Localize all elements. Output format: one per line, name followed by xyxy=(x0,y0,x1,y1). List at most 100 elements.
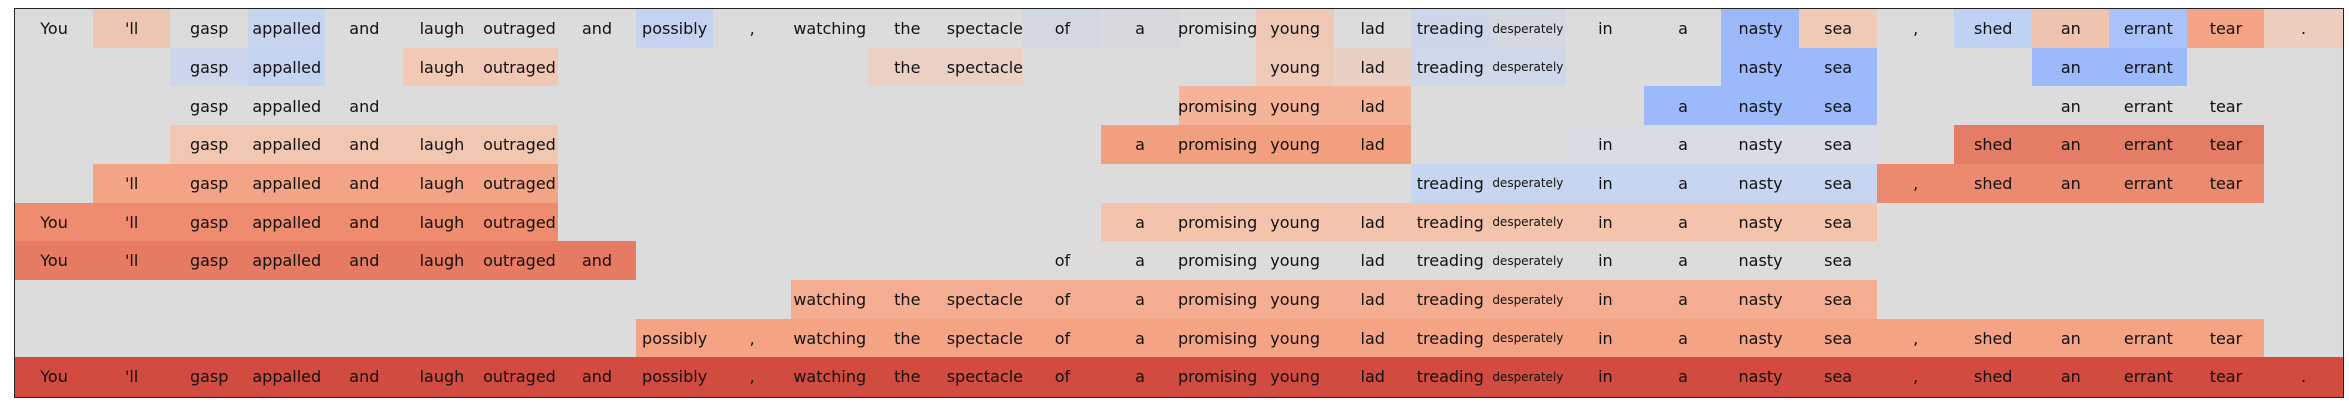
token-cell xyxy=(15,125,94,165)
token-cell: laugh xyxy=(402,47,481,87)
token-cell: desperately xyxy=(1488,279,1567,320)
token-cell: appalled xyxy=(247,86,326,126)
token-cell: and xyxy=(325,357,404,397)
token-cell: gasp xyxy=(170,125,249,165)
token-cell xyxy=(1023,202,1102,242)
token-cell: lad xyxy=(1333,202,1412,242)
token-cell xyxy=(713,163,792,204)
token-cell xyxy=(790,163,869,204)
token-cell: a xyxy=(1100,9,1180,49)
token-cell: an xyxy=(2031,125,2110,165)
token-cell: spectacle xyxy=(945,47,1024,87)
token-cell: a xyxy=(1643,279,1723,320)
token-cell: sea xyxy=(1799,9,1878,49)
token-cell xyxy=(1954,279,2033,320)
token-cell: lad xyxy=(1333,279,1412,320)
token-cell: tear xyxy=(2186,318,2266,358)
token-cell xyxy=(1100,47,1180,87)
token-cell: possibly xyxy=(635,357,714,397)
token-cell: nasty xyxy=(1721,9,1800,49)
token-cell: You xyxy=(15,357,94,397)
token-cell: , xyxy=(1876,357,1955,397)
token-cell: of xyxy=(1023,279,1102,320)
token-cell: watching xyxy=(790,279,869,320)
token-cell: an xyxy=(2031,9,2110,49)
token-cell xyxy=(2264,318,2343,358)
token-cell xyxy=(945,125,1024,165)
token-cell: , xyxy=(713,318,792,358)
token-cell: the xyxy=(868,357,947,397)
token-cell: nasty xyxy=(1721,86,1800,126)
token-cell: promising xyxy=(1178,202,1257,242)
token-cell xyxy=(1178,47,1257,87)
token-cell: lad xyxy=(1333,47,1412,87)
token-cell xyxy=(1876,241,1955,281)
token-cell: treading xyxy=(1411,318,1490,358)
token-cell xyxy=(945,241,1024,281)
token-cell: gasp xyxy=(170,86,249,126)
token-cell xyxy=(868,241,947,281)
token-cell: , xyxy=(713,357,792,397)
token-cell: appalled xyxy=(247,9,326,49)
token-cell: treading xyxy=(1411,163,1490,204)
token-cell: treading xyxy=(1411,241,1490,281)
token-cell: tear xyxy=(2186,357,2266,397)
token-cell xyxy=(635,202,714,242)
token-cell: outraged xyxy=(480,202,559,242)
token-cell: the xyxy=(868,47,947,87)
token-cell: , xyxy=(1876,9,1955,49)
token-cell: outraged xyxy=(480,163,559,204)
token-cell: an xyxy=(2031,47,2110,87)
token-cell xyxy=(868,125,947,165)
token-cell xyxy=(92,279,171,320)
token-cell xyxy=(2264,86,2343,126)
token-cell: outraged xyxy=(480,9,559,49)
token-cell xyxy=(713,241,792,281)
token-cell xyxy=(635,279,714,320)
token-cell: the xyxy=(868,318,947,358)
token-cell: promising xyxy=(1178,357,1257,397)
token-cell: nasty xyxy=(1721,241,1800,281)
token-cell xyxy=(635,47,714,87)
token-cell: in xyxy=(1566,241,1645,281)
token-cell xyxy=(1023,86,1102,126)
token-cell xyxy=(480,279,559,320)
token-cell: a xyxy=(1643,9,1723,49)
token-cell xyxy=(170,279,249,320)
token-cell: laugh xyxy=(402,202,481,242)
token-cell xyxy=(2031,241,2110,281)
token-cell xyxy=(2264,47,2343,87)
token-cell: and xyxy=(325,241,404,281)
token-cell: desperately xyxy=(1488,47,1567,87)
token-cell xyxy=(92,125,171,165)
token-cell xyxy=(868,86,947,126)
token-cell xyxy=(1954,86,2033,126)
token-cell: the xyxy=(868,9,947,49)
token-cell xyxy=(1876,125,1955,165)
token-cell: sea xyxy=(1799,125,1878,165)
token-cell xyxy=(557,86,637,126)
token-cell: appalled xyxy=(247,125,326,165)
token-cell: promising xyxy=(1178,318,1257,358)
token-cell xyxy=(1023,125,1102,165)
token-cell: and xyxy=(557,357,637,397)
token-cell xyxy=(2186,279,2266,320)
token-cell: desperately xyxy=(1488,202,1567,242)
token-cell: and xyxy=(557,241,637,281)
token-cell: laugh xyxy=(402,163,481,204)
token-cell: in xyxy=(1566,357,1645,397)
token-cell: watching xyxy=(790,318,869,358)
token-cell xyxy=(15,86,94,126)
token-cell: nasty xyxy=(1721,47,1800,87)
token-cell: tear xyxy=(2186,86,2266,126)
token-cell: gasp xyxy=(170,357,249,397)
token-cell: appalled xyxy=(247,357,326,397)
token-cell: young xyxy=(1256,47,1335,87)
token-cell: promising xyxy=(1178,125,1257,165)
token-cell xyxy=(635,163,714,204)
token-cell xyxy=(170,318,249,358)
token-cell: laugh xyxy=(402,9,481,49)
token-cell: . xyxy=(2264,357,2343,397)
token-cell xyxy=(325,47,404,87)
token-cell: 'll xyxy=(92,163,171,204)
